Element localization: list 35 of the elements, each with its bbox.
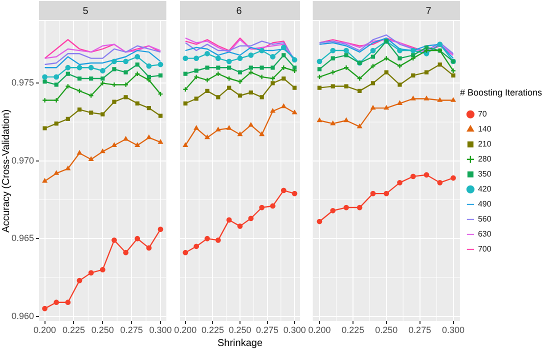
legend-label: 700 <box>478 244 492 254</box>
x-tick-label: 0.250 <box>375 324 398 335</box>
x-tick-label: 0.200 <box>174 324 197 335</box>
x-tick-label: 0.300 <box>149 324 172 335</box>
legend-label: 560 <box>478 214 492 224</box>
legend-label: 490 <box>478 200 492 209</box>
x-tick-label: 0.275 <box>408 324 432 335</box>
x-tick-label: 0.250 <box>91 324 114 335</box>
chart-title: 5 <box>82 6 89 17</box>
x-tick-label: 0.200 <box>308 324 331 335</box>
y-tick-label: 0.970 <box>11 155 34 166</box>
legend-label: 280 <box>478 154 492 164</box>
y-tick-label: 0.965 <box>11 233 34 244</box>
x-tick-label: 0.250 <box>228 324 252 335</box>
x-axis-title: Shrinkage <box>217 338 263 349</box>
legend-label: 210 <box>478 140 492 149</box>
legend-label: 70 <box>478 110 488 119</box>
legend-label: 350 <box>478 170 492 179</box>
x-tick-label: 0.225 <box>342 324 364 335</box>
x-tick-label: 0.200 <box>34 324 56 335</box>
x-tick-label: 0.225 <box>62 324 85 335</box>
y-tick-label: 0.960 <box>11 310 34 321</box>
chart-title: 7 <box>426 6 432 17</box>
legend-label: 140 <box>478 124 492 134</box>
legend-label: 630 <box>478 230 492 239</box>
chart-title: 6 <box>236 6 242 17</box>
x-tick-label: 0.275 <box>120 324 143 335</box>
x-tick-label: 0.225 <box>201 324 224 335</box>
x-tick-label: 0.300 <box>283 324 306 335</box>
y-axis-title: Accuracy (Cross-Validation) <box>0 109 12 233</box>
legend-title: # Boosting Iterations <box>460 88 542 98</box>
legend-label: 420 <box>478 184 492 194</box>
y-tick-label: 0.975 <box>11 78 34 88</box>
x-tick-label: 0.300 <box>442 324 465 335</box>
x-tick-label: 0.275 <box>256 324 279 335</box>
